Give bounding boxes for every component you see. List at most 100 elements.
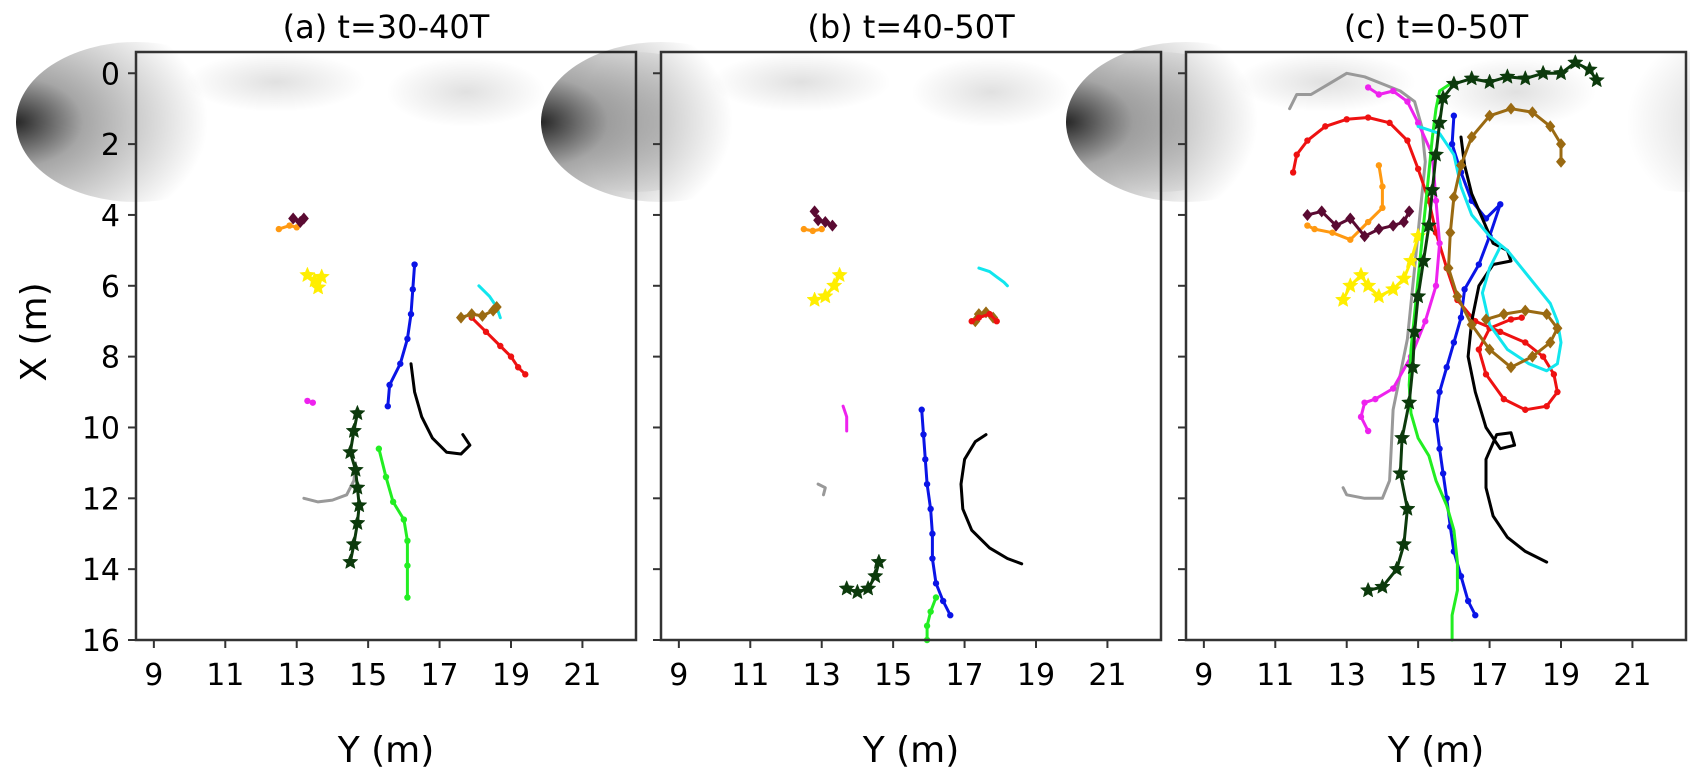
panel-c-darkgreen-point [1359, 581, 1377, 598]
panel-b-blue-point [923, 480, 931, 488]
panel-a-darkgreen-point [349, 514, 366, 531]
panel-c-red-point [1497, 328, 1504, 336]
panel-c-x-tick-label: 15 [1399, 658, 1437, 693]
panel-c-red-point [1522, 406, 1529, 413]
panel-c-gray-line [1288, 71, 1427, 500]
panel-b-orange-point [818, 225, 825, 233]
panel-b-black-line [959, 433, 1024, 566]
panel-a-series-darkgreen [342, 404, 368, 570]
panel-c-blue-point [1436, 445, 1443, 452]
panel-a-x-axis-label: Y (m) [337, 730, 435, 771]
panel-c-brown-point [1552, 322, 1563, 335]
panel-a-red-point [497, 342, 504, 350]
panel-c-blue-point [1432, 417, 1440, 424]
panel-c-x-tick-label: 21 [1613, 658, 1651, 693]
panel-b-maroon-point [809, 205, 820, 218]
panel-a-series-yellow [299, 266, 330, 295]
panel-c-red-point [1539, 353, 1547, 360]
panel-b-blue-line [920, 408, 952, 617]
panel-a-orange-point [275, 225, 283, 233]
panel-b-yellow-point [825, 277, 843, 293]
panel-c-darkgreen-point [1409, 287, 1427, 304]
panel-a-brown-point [477, 309, 488, 322]
panel-c-yellow-point [1352, 266, 1370, 283]
panel-b-series-darkgreen [838, 553, 888, 600]
panel-c-orange-point [1329, 229, 1336, 236]
panel-b-series-gray [816, 482, 827, 497]
y-axis-label-group: X (m) [14, 282, 55, 381]
panel-c-y-ticks [1178, 72, 1186, 641]
panel-b-series-magenta [841, 404, 849, 433]
panel-b-maroon-point [813, 214, 824, 227]
panel-a-orange-point [293, 224, 300, 231]
panel-c-darkgreen-point [1463, 69, 1480, 86]
panel-c-yellow-point [1359, 277, 1377, 293]
panel-a-blue-point [411, 261, 418, 268]
panel-c-series [1288, 53, 1605, 642]
panel-b-x-ticks: 9 11 13 15 17 19 21 [669, 640, 1127, 693]
panel-a-y-tick-label: 0 [101, 57, 120, 92]
panel-c-maroon-point [1316, 205, 1327, 218]
panel-c-magenta-point [1436, 240, 1443, 247]
panel-c-darkgreen-point [1445, 75, 1463, 91]
panel-a-series-blue [384, 261, 418, 410]
panel-c-brown-point [1445, 226, 1456, 239]
panel-b-darkgreen-point [867, 567, 884, 584]
panel-b-blue-point [929, 530, 936, 537]
panel-b-orange-point [809, 227, 816, 235]
panel-c-cyan-line [1416, 124, 1563, 373]
panel-c-magenta-point [1375, 91, 1383, 98]
panel-a-series-cyan [477, 284, 502, 320]
panel-b-shade-center-right [911, 57, 1071, 127]
panel-a-red-point [482, 328, 490, 336]
panel-c-brown-point [1527, 106, 1538, 119]
panel-a-darkgreen-point [345, 422, 363, 439]
panel-a-series-magenta [304, 397, 316, 406]
panel-a-darkgreen-point [350, 496, 368, 513]
panel-c-brown-point [1448, 191, 1459, 204]
panel-b-blue-point [929, 555, 936, 562]
panel-b-maroon-point [820, 216, 831, 229]
panel-a-darkgreen-point [347, 461, 364, 477]
panel-a-x-tick-label: 21 [563, 658, 601, 693]
panel-c-brown-point [1498, 308, 1509, 321]
panel-c-red-point [1364, 114, 1372, 121]
panel-b-x-axis-label: Y (m) [862, 730, 960, 771]
panel-c-green-line [1407, 82, 1459, 642]
panel-a-y-tick-label: 8 [101, 341, 120, 376]
panel-b-series-blue [918, 406, 954, 619]
panel-c-darkgreen-point [1481, 73, 1498, 90]
panel-a-darkgreen-point [342, 443, 359, 460]
panel-c-series-cyan [1416, 124, 1563, 373]
panel-b-series-cyan [977, 266, 1009, 288]
panel-a-blue-point [407, 310, 415, 318]
panel-c-darkgreen-point [1406, 323, 1423, 339]
panel-a-magenta-point [309, 399, 316, 406]
panel-c-darkgreen-point [1393, 429, 1411, 446]
panel-a-magenta-point [304, 397, 311, 405]
panel-a-y-tick-label: 12 [82, 482, 120, 517]
panel-c-maroon-point [1398, 216, 1409, 229]
panel-b-green-point [923, 622, 931, 630]
panel-a-series-maroon [288, 212, 309, 229]
panel-c-red-point [1475, 346, 1483, 353]
panel-c-yellow-point [1342, 277, 1359, 293]
panel-c-red-point [1550, 371, 1558, 378]
panel-b-cyan-line [977, 266, 1009, 288]
panel-c-red-point [1404, 137, 1411, 144]
panel-c-x-axis-label: Y (m) [1387, 730, 1485, 771]
panel-a-brown-point [491, 301, 502, 314]
panel-c-brown-line [1447, 107, 1563, 369]
panel-c-darkgreen-point [1424, 181, 1441, 198]
panel-a-x-tick-label: 15 [349, 658, 387, 693]
panel-c-blue-point [1450, 112, 1458, 119]
panel-b-x-tick-label: 19 [1017, 658, 1055, 693]
panel-c-darkgreen-point [1588, 71, 1605, 88]
panel-c-darkgreen-point [1404, 358, 1422, 375]
panel-c-red-point [1554, 388, 1561, 396]
panel-a-y-ticks: 0 2 4 6 8 10 12 14 16 [82, 57, 136, 659]
panel-a-darkgreen-point [349, 404, 366, 421]
panel-b-blue-point [922, 456, 929, 463]
panel-b-title: (b) t=40-50T [807, 8, 1015, 46]
panel-b-yellow-point [831, 266, 848, 283]
